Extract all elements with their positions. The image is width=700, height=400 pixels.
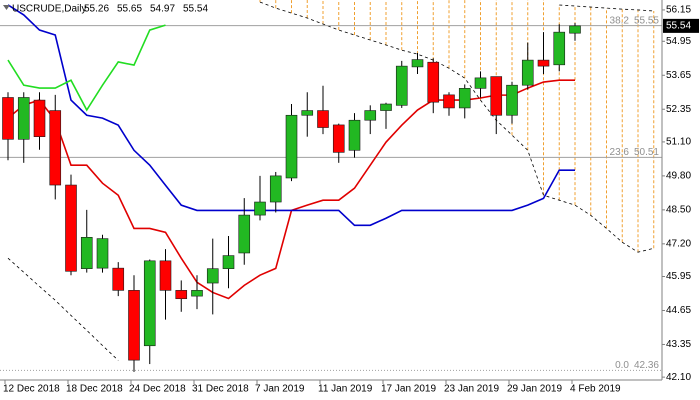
candle-body <box>175 290 188 300</box>
x-tick-label: 24 Dec 2018 <box>129 384 186 395</box>
candle-body <box>2 97 14 140</box>
y-tick-label: 51.10 <box>666 137 691 148</box>
candle-body <box>443 94 455 109</box>
symbol: USCRUDE,Daily <box>12 4 86 15</box>
candle-body <box>112 267 125 291</box>
header-low: 54.97 <box>150 4 175 15</box>
y-tick-label: 56.15 <box>666 5 691 16</box>
x-tick-label: 4 Feb 2019 <box>570 384 621 395</box>
candle-body <box>285 114 298 179</box>
candle-body <box>474 77 487 89</box>
x-tick-label: 12 Dec 2018 <box>3 384 60 395</box>
y-tick-label: 43.35 <box>666 339 691 350</box>
candle-body <box>301 110 314 116</box>
indicator-line <box>7 24 166 112</box>
candle-body <box>411 59 424 68</box>
y-tick-label: 52.35 <box>666 104 691 115</box>
x-tick-label: 29 Jan 2019 <box>507 384 562 395</box>
candle-body <box>364 110 377 121</box>
candle-body <box>348 119 361 151</box>
y-tick-label: 47.20 <box>666 238 691 249</box>
header-icon <box>3 5 10 10</box>
x-tick-label: 11 Jan 2019 <box>318 384 373 395</box>
candle-body <box>128 290 140 361</box>
candle-body <box>553 31 566 66</box>
candle-body <box>65 184 77 272</box>
candle-body <box>143 260 156 347</box>
candle-body <box>191 290 203 297</box>
fib-price: 50.51 <box>634 147 659 158</box>
candle-body <box>506 84 518 116</box>
y-tick-label: 48.50 <box>666 205 691 216</box>
candle-body <box>238 214 251 254</box>
fib-level: 38.2 <box>610 15 630 26</box>
candle-body <box>17 97 30 140</box>
y-tick-label: 42.10 <box>666 372 691 383</box>
candle-body <box>222 255 235 269</box>
candle-body <box>80 237 93 269</box>
x-tick-label: 23 Jan 2019 <box>444 384 499 395</box>
y-tick-label: 45.95 <box>666 271 691 282</box>
candle-body <box>427 61 440 103</box>
candle-body <box>317 110 329 128</box>
x-tick-label: 17 Jan 2019 <box>381 384 436 395</box>
plot-area <box>0 0 662 372</box>
cloud-span-b <box>7 4 654 361</box>
candle-body <box>49 110 62 186</box>
x-tick-label: 18 Dec 2018 <box>66 384 123 395</box>
price-box-label: 55.54 <box>666 21 691 32</box>
candle-body <box>537 59 550 67</box>
candle-body <box>395 65 408 106</box>
y-tick-label: 44.65 <box>666 305 691 316</box>
candle-body <box>96 238 109 269</box>
fib-level: 23.6 <box>610 147 630 158</box>
candle-body <box>490 76 503 116</box>
candle-body <box>380 103 392 111</box>
x-tick-label: 7 Jan 2019 <box>255 384 305 395</box>
y-tick-label: 54.95 <box>666 36 691 47</box>
x-tick-label: 31 Dec 2018 <box>192 384 249 395</box>
candle-body <box>269 175 282 203</box>
candle-body <box>332 124 345 153</box>
header-close: 55.54 <box>183 4 208 15</box>
candle-body <box>33 99 46 137</box>
fib-level: 0.0 <box>615 360 629 371</box>
y-tick-label: 53.65 <box>666 70 691 81</box>
candle-body <box>206 268 219 284</box>
fib-price: 42.36 <box>634 360 659 371</box>
y-tick-label: 49.80 <box>666 171 691 182</box>
candle-body <box>254 201 266 216</box>
fib-price: 55.55 <box>634 15 659 26</box>
price-box <box>663 18 699 33</box>
header-high: 55.65 <box>117 4 142 15</box>
header-open: 55.26 <box>84 4 109 15</box>
indicator-line <box>7 4 575 227</box>
candle-body <box>159 260 172 291</box>
candle-body <box>521 59 534 86</box>
candle-body <box>569 25 581 34</box>
candle-body <box>458 88 471 109</box>
